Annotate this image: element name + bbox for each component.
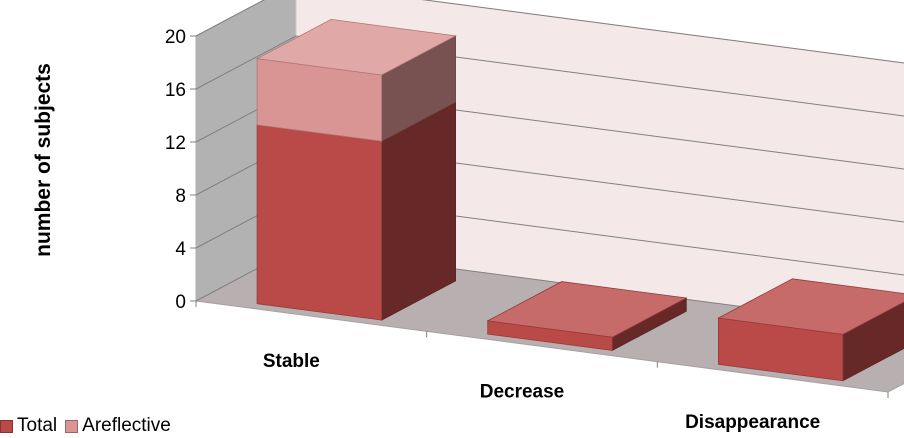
legend-item-total: Total (0, 415, 57, 437)
y-axis-ticks: 0 4 8 12 16 20 (165, 27, 889, 398)
bar-areflective (255, 18, 457, 142)
bar-top (717, 278, 904, 335)
bar-total (256, 101, 457, 321)
y-tick-label: 0 (175, 292, 186, 313)
legend: Total Areflective (0, 414, 179, 438)
bars (255, 18, 904, 382)
y-tick-label: 4 (175, 239, 186, 260)
gridline (195, 35, 904, 117)
bar-top (486, 281, 688, 338)
legend-label-total: Total (17, 415, 58, 436)
y-tick-label: 12 (165, 133, 186, 154)
x-axis-categories: Stable Decrease Disappearance (263, 351, 820, 433)
category-label: Stable (263, 351, 320, 372)
bar-front (256, 124, 383, 321)
bar-total (717, 278, 904, 382)
gridline (195, 0, 904, 64)
y-tick-label: 20 (165, 27, 186, 48)
category-label: Decrease (480, 382, 565, 403)
bar-top (255, 18, 457, 76)
legend-swatch-total (0, 419, 13, 433)
bar-total (486, 281, 688, 352)
category-label: Disappearance (685, 412, 820, 433)
y-axis-label: number of subjects (32, 63, 55, 257)
legend-swatch-areflective (65, 419, 79, 433)
legend-label-areflective: Areflective (82, 415, 171, 436)
legend-item-areflective: Areflective (65, 415, 171, 437)
y-tick-label: 8 (175, 186, 186, 207)
y-tick-label: 16 (165, 80, 186, 101)
